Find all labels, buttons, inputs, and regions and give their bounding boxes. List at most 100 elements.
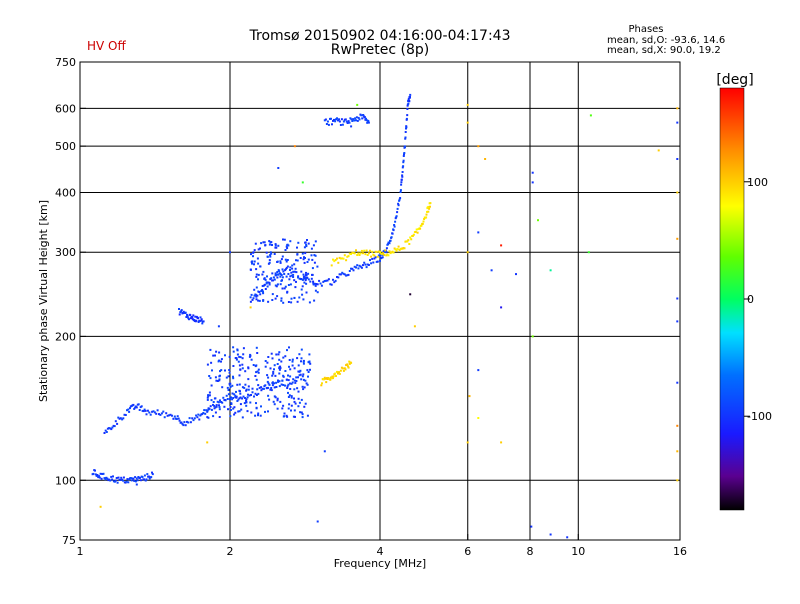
trace-point (252, 297, 255, 300)
cluster-point (271, 293, 274, 296)
scattered-point (500, 244, 503, 247)
trace-point (401, 174, 404, 177)
trace-point (262, 387, 265, 390)
trace-point (183, 421, 186, 424)
trace-point (362, 252, 364, 255)
trace-point (312, 282, 315, 285)
cluster-point (311, 273, 314, 276)
trace-point (367, 121, 370, 124)
trace-point (112, 475, 114, 478)
trace-point (186, 315, 189, 318)
cluster-point (286, 259, 289, 261)
cluster-point (297, 390, 300, 393)
trace-point (326, 120, 329, 123)
cluster-point (257, 278, 259, 281)
cluster-point (264, 360, 267, 362)
trace-point (112, 424, 115, 427)
trace-point (356, 264, 359, 267)
cluster-point (211, 369, 213, 372)
scattered-point (676, 381, 679, 384)
cluster-point (260, 405, 262, 408)
cluster-point (306, 261, 309, 263)
trace-point (282, 384, 285, 386)
trace-point (335, 375, 337, 377)
trace-point (370, 255, 373, 258)
cluster-point (288, 365, 290, 368)
trace-point (260, 386, 263, 389)
cluster-point (305, 382, 308, 385)
trace-point (253, 294, 256, 297)
trace-point (126, 409, 128, 412)
trace-point (367, 120, 370, 122)
cluster-point (270, 352, 273, 355)
cluster-point (295, 376, 298, 379)
cluster-point (270, 252, 273, 255)
trace-point (408, 100, 411, 103)
trace-point (390, 236, 393, 239)
cluster-point (287, 396, 290, 398)
cluster-point (254, 375, 257, 377)
trace-point (212, 403, 214, 406)
cluster-point (262, 270, 265, 273)
cluster-point (271, 384, 274, 387)
phases-o-line: mean, sd,O: -93.6, 14.6 (607, 35, 725, 46)
cluster-point (229, 406, 232, 408)
cluster-point (297, 241, 300, 244)
cluster-point (228, 371, 231, 374)
trace-point (268, 383, 271, 386)
cluster-point (255, 286, 258, 289)
trace-point (139, 476, 141, 479)
trace-point (169, 413, 172, 416)
x-axis-ticks: 1 2 4 6 8 10 16 (77, 534, 687, 558)
trace-point (203, 409, 206, 412)
trace-point (227, 393, 230, 396)
trace-point (263, 283, 266, 286)
scattered-point (301, 181, 304, 184)
trace-point (393, 224, 396, 226)
trace-point (290, 274, 293, 277)
trace-point (392, 251, 395, 254)
trace-point (428, 207, 431, 210)
cluster-point (231, 384, 234, 387)
trace-point (249, 296, 252, 299)
cluster-point (304, 241, 307, 244)
trace-point (347, 255, 350, 258)
trace-point (189, 421, 192, 424)
trace-point (155, 412, 158, 415)
trace-point (262, 290, 264, 293)
trace-point (208, 407, 211, 410)
trace-point (197, 321, 200, 323)
cluster-point (256, 352, 259, 354)
trace-point (292, 378, 295, 381)
cluster-point (206, 396, 209, 399)
trace-point (231, 398, 234, 401)
trace-point (298, 374, 301, 377)
trace-point (196, 416, 199, 419)
cluster-point (265, 251, 268, 254)
cluster-point (257, 412, 260, 415)
cluster-point (206, 416, 209, 419)
trace-point (367, 252, 370, 255)
trace-point (110, 475, 113, 478)
cluster-point (261, 273, 264, 276)
cluster-point (234, 411, 237, 414)
cluster-point (239, 392, 242, 395)
trace-point (106, 427, 109, 430)
scattered-point (99, 505, 102, 508)
trace-point (237, 398, 240, 401)
cluster-point (300, 360, 302, 363)
cluster-point (254, 414, 257, 417)
trace-point (375, 260, 378, 263)
trace-point (388, 242, 391, 245)
cluster-point (246, 410, 249, 413)
trace-point (178, 419, 181, 422)
trace-point (402, 159, 405, 162)
cluster-point (286, 243, 289, 246)
scattered-point (466, 251, 469, 254)
trace-point (379, 259, 381, 262)
cluster-point (242, 347, 245, 350)
trace-point (309, 280, 312, 283)
trace-point (191, 417, 194, 420)
cluster-point (299, 373, 302, 376)
